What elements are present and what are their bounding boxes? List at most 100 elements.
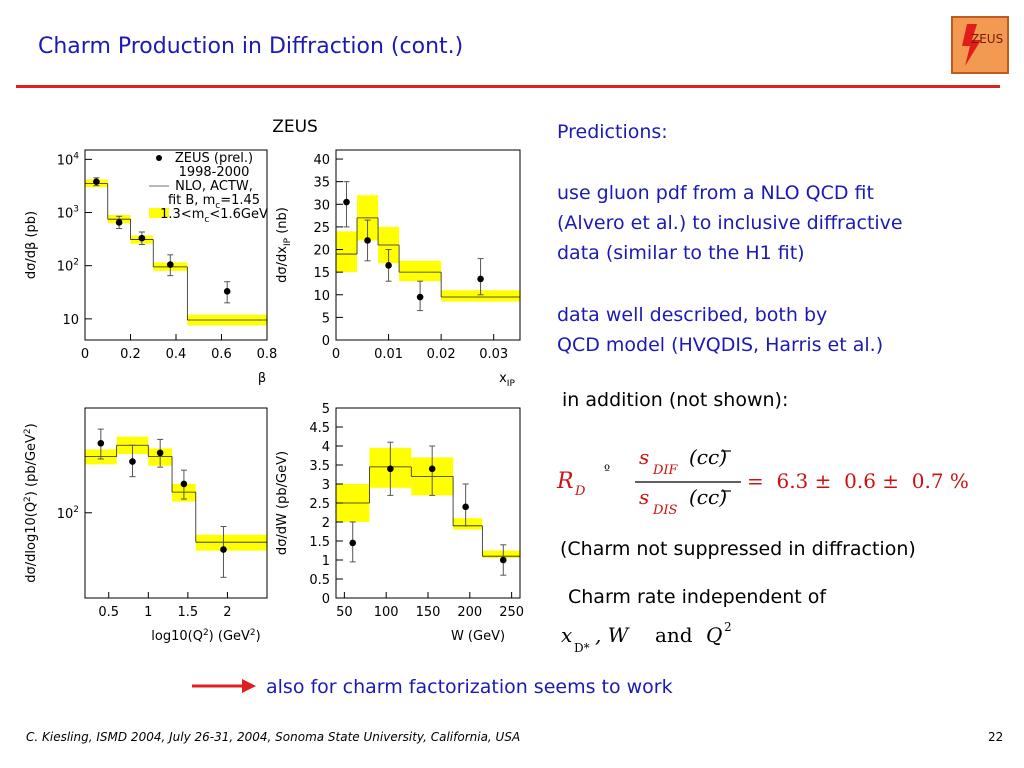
panel-beta: 0 0.2 0.4 0.6 0.8 10 102 103 104 dσ/dβ (pb) β ZEUS … xyxy=(24,149,278,386)
formula-num-s: s xyxy=(639,445,649,469)
y-tick-label: 5 xyxy=(322,311,330,326)
var-and: and xyxy=(655,623,693,647)
formula-r: R xyxy=(556,469,574,494)
formula-den-s: s xyxy=(639,485,649,509)
x-tick-label: 0.01 xyxy=(374,347,403,362)
data-point xyxy=(477,275,484,283)
predictions-heading: Predictions: xyxy=(557,121,668,143)
slide-title: Charm Production in Diffraction (cont.) xyxy=(38,34,464,59)
variables-formula: x D* , W and Q 2 xyxy=(561,620,732,655)
data-point xyxy=(129,458,136,465)
legend-label: ZEUS (prel.) xyxy=(175,151,253,166)
x-tick-label: 0.4 xyxy=(166,347,187,362)
data-point xyxy=(115,219,123,226)
y-tick-label: 15 xyxy=(313,266,330,281)
formula-num-arg: (cc) xyxy=(689,445,727,469)
y-tick-label: 30 xyxy=(313,198,330,213)
x-tick-label: 0.8 xyxy=(257,347,278,362)
plot-frame xyxy=(84,407,268,599)
uncertainty-band xyxy=(453,518,483,530)
gluon-line-3: data (similar to the H1 fit) xyxy=(557,242,805,264)
y-tick-label: 102 xyxy=(57,258,79,275)
uncertainty-band xyxy=(399,260,442,282)
x-axis-label: xIP xyxy=(499,371,515,389)
x-tick-label: 0 xyxy=(332,347,340,362)
y-tick-label: 2 xyxy=(322,516,330,531)
described-line-2: QCD model (HVQDIS, Harris et al.) xyxy=(557,334,884,356)
data-point xyxy=(428,465,436,473)
data-point xyxy=(364,237,371,244)
y-tick-label: 1 xyxy=(322,554,330,569)
rate-independent-text: Charm rate independent of xyxy=(568,586,827,608)
formula-den-arg: (cc) xyxy=(689,485,727,509)
uncertainty-band xyxy=(441,290,520,302)
zeus-logo: ZEUS xyxy=(951,16,1009,74)
formula-rhs: = 6.3 ± 0.6 ± 0.7 % xyxy=(747,469,969,493)
uncertainty-band xyxy=(195,534,267,551)
x-axis-label: β xyxy=(258,371,266,386)
panel-w: 50 100 150 200 250 0 0.5 1 1.5 2 2.5 3 3.5 4 4.5 5 dσ/dW… xyxy=(275,402,524,644)
y-axis-label: dσ/dxIP (nb) xyxy=(275,207,293,283)
footer-text: C. Kiesling, ISMD 2004, July 26-31, 2004… xyxy=(26,730,521,744)
var-x: x xyxy=(561,623,572,647)
y-tick-label: 40 xyxy=(313,153,330,168)
x-tick-label: 50 xyxy=(336,605,353,620)
x-tick-label: 200 xyxy=(457,605,482,620)
y-tick-label: 1.5 xyxy=(309,535,330,550)
var-w: , W xyxy=(595,623,630,647)
legend-label: 1.3<mc<1.6GeV xyxy=(160,207,268,225)
x-tick-label: 0.5 xyxy=(98,605,119,620)
gluon-line-2: (Alvero et al.) to inclusive diffractive xyxy=(557,212,903,234)
x-tick-label: 250 xyxy=(499,605,524,620)
title-rule xyxy=(16,85,1000,88)
legend-label: NLO, ACTW, xyxy=(175,179,253,194)
data-point xyxy=(156,449,164,457)
red-arrow-icon xyxy=(192,679,256,693)
data-point xyxy=(167,261,174,268)
y-tick-label: 2.5 xyxy=(309,497,330,512)
uncertainty-band xyxy=(482,550,520,559)
data-point xyxy=(349,539,357,547)
conclusion-text: also for charm factorization seems to wo… xyxy=(266,676,673,698)
y-tick-label: 25 xyxy=(313,221,330,236)
data-point xyxy=(97,439,105,447)
panel-logq2: 0.5 1 1.5 2 102 dσ/dlog10(Q2) (pb/GeV2) log10(… xyxy=(23,407,268,644)
y-tick-label: 10 xyxy=(62,313,79,328)
y-tick-label: 104 xyxy=(57,151,80,168)
data-point xyxy=(416,293,424,301)
data-point xyxy=(220,546,227,553)
page-number: 22 xyxy=(988,730,1004,744)
x-tick-label: 0.6 xyxy=(211,347,232,362)
data-point xyxy=(180,480,188,488)
legend-label: 1998-2000 xyxy=(179,165,250,180)
y-tick-label: 0 xyxy=(322,334,330,349)
plot-frame xyxy=(335,149,521,341)
y-tick-label: 102 xyxy=(57,505,79,522)
not-suppressed-text: (Charm not suppressed in diffraction) xyxy=(560,538,916,560)
data-point xyxy=(387,465,394,473)
formula-r-sub: D xyxy=(574,484,586,499)
legend-marker xyxy=(149,208,169,218)
legend-marker xyxy=(156,155,162,161)
rd-formula: R D º s DIF (cc) s DIS (cc) = 6.3 ± 0.6 … xyxy=(556,445,969,518)
x-tick-label: 1.5 xyxy=(178,605,199,620)
x-tick-label: 0.02 xyxy=(427,347,456,362)
x-tick-label: 2 xyxy=(223,605,231,620)
x-axis-label: log10(Q2) (GeV2) xyxy=(151,628,260,644)
var-q: Q xyxy=(706,623,722,647)
x-tick-label: 100 xyxy=(374,605,399,620)
x-tick-label: 0 xyxy=(81,347,89,362)
y-tick-label: 3.5 xyxy=(309,459,330,474)
data-point xyxy=(93,178,100,186)
figure-header: ZEUS xyxy=(272,117,318,137)
described-line-1: data well described, both by xyxy=(557,304,828,326)
y-tick-label: 4.5 xyxy=(309,421,330,436)
logo-text: ZEUS xyxy=(971,32,1004,46)
legend-label: fit B, mc=1.45 xyxy=(168,193,260,211)
y-tick-label: 20 xyxy=(313,244,330,259)
gluon-line-1: use gluon pdf from a NLO QCD fit xyxy=(557,182,874,204)
formula-den-sub: DIS xyxy=(652,503,678,518)
data-point xyxy=(499,556,507,564)
y-tick-label: 5 xyxy=(322,402,330,417)
x-tick-label: 150 xyxy=(416,605,441,620)
